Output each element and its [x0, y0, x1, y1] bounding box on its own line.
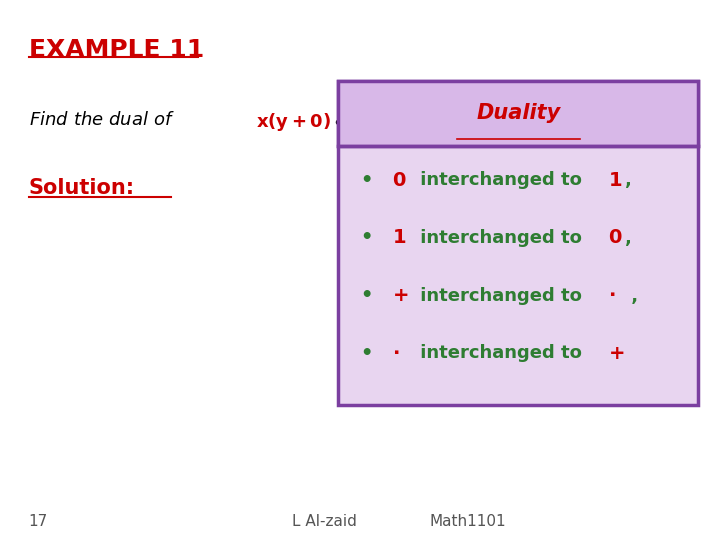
Text: $\mathbf{x(y+0)}$: $\mathbf{x(y+0)}$	[256, 111, 330, 133]
Text: $\mathbf{\bar{x}\cdot 1+(\bar{y}+z).}$: $\mathbf{\bar{x}\cdot 1+(\bar{y}+z).}$	[373, 111, 501, 133]
Text: $\mathit{Find\ the\ dual\ of\ }$: $\mathit{Find\ the\ dual\ of\ }$	[29, 111, 174, 129]
Text: interchanged to: interchanged to	[414, 171, 588, 190]
Text: 1: 1	[608, 171, 622, 190]
Text: •: •	[360, 171, 372, 190]
Text: ⋅: ⋅	[392, 343, 400, 363]
FancyBboxPatch shape	[338, 81, 698, 405]
Text: interchanged to: interchanged to	[414, 229, 588, 247]
Text: Duality: Duality	[476, 103, 561, 124]
Text: interchanged to: interchanged to	[414, 344, 588, 362]
Text: interchanged to: interchanged to	[414, 287, 588, 305]
Text: ⋅: ⋅	[608, 286, 616, 305]
Text: ,: ,	[625, 229, 632, 247]
Text: +: +	[392, 286, 409, 305]
Text: EXAMPLE 11: EXAMPLE 11	[29, 38, 204, 62]
Text: •: •	[360, 228, 372, 247]
Text: $\mathit{\ and\ }$: $\mathit{\ and\ }$	[329, 111, 371, 129]
Text: ,: ,	[625, 171, 632, 190]
Text: +: +	[608, 343, 625, 363]
FancyBboxPatch shape	[338, 81, 698, 146]
Text: •: •	[360, 286, 372, 305]
Text: ,: ,	[625, 287, 638, 305]
Text: L Al-zaid: L Al-zaid	[292, 514, 356, 529]
Text: 1: 1	[392, 228, 406, 247]
Text: •: •	[360, 343, 372, 363]
Text: Math1101: Math1101	[430, 514, 506, 529]
Text: Solution:: Solution:	[29, 178, 135, 198]
Text: 17: 17	[29, 514, 48, 529]
Text: 0: 0	[392, 171, 406, 190]
Text: 0: 0	[608, 228, 622, 247]
